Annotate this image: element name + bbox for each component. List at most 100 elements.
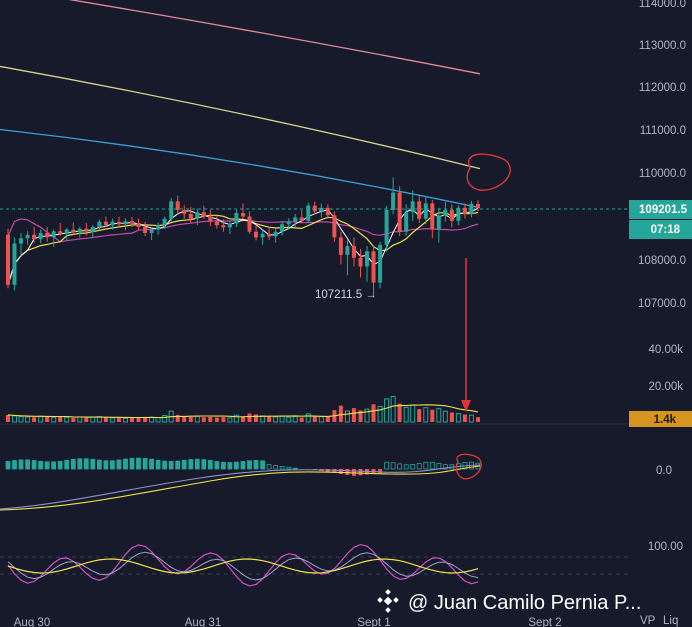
macd-bar — [260, 460, 266, 470]
candle-body — [188, 213, 193, 219]
candle-body — [6, 234, 10, 285]
volume-bar — [390, 396, 396, 423]
macd-bar — [129, 457, 135, 470]
macd-bar — [5, 461, 11, 470]
macd-bar — [220, 461, 226, 470]
macd-bar — [31, 460, 37, 470]
volume-bar — [449, 412, 454, 422]
macd-bar — [358, 469, 363, 476]
last-price-value: 109201.5 — [639, 204, 688, 216]
candle-body — [143, 226, 148, 233]
macd-line — [0, 464, 481, 510]
macd-bar — [442, 464, 448, 470]
date-tick-label: Aug 31 — [185, 617, 221, 627]
macd-bar — [188, 459, 194, 470]
volume-bar — [403, 406, 409, 423]
macd-bar — [25, 459, 31, 470]
volume-bar — [38, 415, 44, 423]
candle-body — [371, 251, 376, 283]
date-tick-label: Sept 2 — [528, 617, 561, 627]
macd-bar — [240, 460, 246, 470]
volume-bar — [6, 414, 10, 422]
volume-bar — [233, 414, 239, 423]
macd-bar — [429, 461, 435, 470]
macd-bar — [64, 459, 70, 470]
binance-logo — [377, 589, 399, 613]
candle-body — [476, 203, 480, 208]
candle-body — [221, 225, 226, 228]
macd-bar — [194, 458, 200, 470]
volume-bar — [351, 408, 356, 422]
macd-bar — [57, 460, 63, 470]
macd-bar — [273, 465, 279, 470]
macd-bar — [142, 457, 148, 470]
volume-bar — [109, 417, 115, 423]
candles — [6, 177, 480, 295]
candle-body — [306, 205, 311, 221]
macd-tick-label: 0.0 — [656, 465, 672, 477]
macd-bar — [12, 460, 17, 470]
volume-bar — [371, 404, 376, 422]
candle-body — [97, 221, 102, 227]
candle-body — [397, 192, 402, 232]
volume-bar — [254, 414, 258, 422]
volume-bar — [436, 407, 442, 423]
osc-fast — [7, 543, 479, 587]
macd-bar — [77, 458, 83, 470]
candle-body — [38, 233, 43, 240]
candle-body — [462, 207, 467, 214]
ma-yellow-long — [0, 65, 481, 170]
volume-bar — [241, 416, 245, 422]
volume-bar — [299, 417, 304, 422]
candle-body — [175, 201, 180, 210]
candle-body — [273, 231, 278, 237]
macd-bar — [207, 459, 213, 470]
volume-tick-label: 40.00k — [648, 344, 683, 356]
price-tick-label: 112000.0 — [639, 82, 686, 94]
volume-bar — [123, 417, 128, 423]
volume-bar — [364, 408, 370, 423]
macd-bar — [279, 465, 285, 470]
volume-bar — [462, 414, 467, 422]
volume-tag — [629, 411, 692, 427]
candle-body — [280, 224, 285, 232]
macd-bar — [378, 469, 383, 474]
candle-body — [103, 221, 108, 226]
annotations: 107211.5 → — [315, 153, 511, 480]
candle-body — [110, 221, 115, 226]
candle-body — [214, 221, 219, 226]
candle-body — [156, 225, 161, 230]
candle-body — [345, 246, 350, 255]
macd-bar — [201, 459, 207, 470]
candle-body — [325, 207, 330, 216]
candle-body — [51, 231, 56, 238]
volume-bar — [208, 416, 213, 422]
red-circle-annotation — [466, 153, 511, 191]
volume-bar — [64, 416, 70, 423]
volume-bar — [292, 416, 298, 423]
price-tick-label: 114000.0 — [639, 0, 686, 10]
candle-body — [384, 210, 389, 245]
osc-slow — [7, 558, 479, 574]
macd-bar — [97, 459, 102, 470]
macd-bar — [136, 457, 141, 470]
macd-bar — [70, 458, 76, 470]
macd-signal — [0, 465, 481, 511]
candle-body — [338, 237, 343, 255]
volume-bar — [247, 413, 252, 422]
volume-bar — [182, 416, 187, 422]
candle-body — [12, 243, 17, 285]
candle-body — [260, 233, 265, 238]
volume-bar — [410, 404, 416, 423]
candle-body — [404, 212, 409, 232]
volume-bar — [423, 407, 429, 423]
macd-bar — [116, 459, 122, 470]
candle-body — [208, 216, 213, 222]
candle-body — [84, 228, 89, 232]
candle-body — [90, 226, 95, 232]
volume-bar — [344, 410, 350, 423]
volume-bar — [143, 416, 148, 422]
candle-body — [319, 207, 324, 212]
candle-body — [116, 221, 121, 225]
